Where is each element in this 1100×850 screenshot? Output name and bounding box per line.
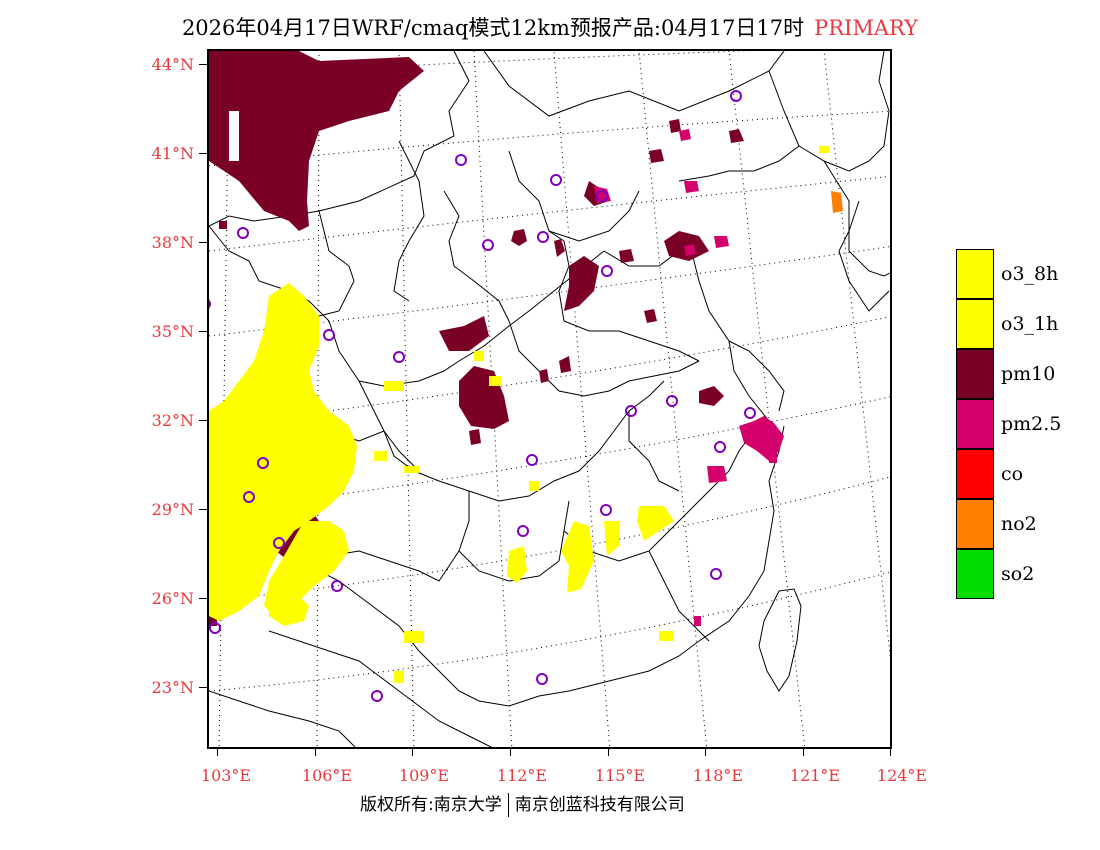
no2-field (831, 191, 843, 213)
lon-label: 112°E (496, 766, 548, 785)
footer-left: 版权所有:南京大学 (360, 795, 502, 815)
footer-separator (507, 793, 509, 817)
legend-item-no2: no2 (956, 499, 1096, 549)
lat-tick (199, 598, 207, 599)
legend-item-o3-1h: o3_1h (956, 299, 1096, 349)
copyright-footer: 版权所有:南京大学 南京创蓝科技有限公司 (360, 790, 685, 817)
map-canvas (209, 51, 890, 747)
legend-swatch (956, 549, 994, 599)
legend-label: pm10 (1001, 363, 1056, 385)
legend-item-o3-8h: o3_8h (956, 249, 1096, 299)
lat-tick (199, 242, 207, 243)
lat-label: 32°N (151, 411, 194, 430)
legend-label: no2 (1001, 513, 1037, 535)
lon-label: 103°E (200, 766, 252, 785)
lat-label: 35°N (151, 322, 194, 341)
lat-label: 38°N (151, 233, 194, 252)
legend-swatch (956, 449, 994, 499)
lat-tick (199, 153, 207, 154)
station-markers (209, 90, 756, 702)
lon-tick (315, 749, 316, 756)
lat-label: 23°N (151, 678, 194, 697)
lat-tick (199, 64, 207, 65)
lon-tick (705, 749, 706, 756)
lat-tick (199, 420, 207, 421)
legend-label: pm2.5 (1001, 413, 1062, 435)
lon-tick (608, 749, 609, 756)
legend-item-so2: so2 (956, 549, 1096, 599)
title-primary-tag: PRIMARY (814, 16, 919, 40)
lat-label: 44°N (151, 55, 194, 74)
lon-label: 118°E (692, 766, 744, 785)
map-area[interactable] (207, 49, 892, 749)
legend-item-pm25: pm2.5 (956, 399, 1096, 449)
title-main: 2026年04月17日WRF/cmaq模式12km预报产品:04月17日17时 (181, 16, 805, 40)
legend-swatch (956, 299, 994, 349)
lat-label: 29°N (151, 500, 194, 519)
map-title: 2026年04月17日WRF/cmaq模式12km预报产品:04月17日17时 P… (0, 12, 1100, 42)
lat-label: 41°N (151, 144, 194, 163)
pm25-field (594, 129, 784, 626)
lon-label: 109°E (398, 766, 450, 785)
footer-right: 南京创蓝科技有限公司 (514, 795, 685, 815)
legend-swatch (956, 249, 994, 299)
legend-label: co (1001, 463, 1024, 485)
legend-label: o3_1h (1001, 313, 1059, 335)
legend-swatch (956, 399, 994, 449)
lon-label: 106°E (301, 766, 353, 785)
lon-label: 124°E (876, 766, 928, 785)
lon-label: 115°E (594, 766, 646, 785)
lon-tick (890, 749, 891, 756)
boundaries (209, 51, 890, 747)
lat-tick (199, 331, 207, 332)
lon-tick (412, 749, 413, 756)
legend-label: so2 (1001, 563, 1035, 585)
legend-item-co: co (956, 449, 1096, 499)
lat-label: 26°N (151, 589, 194, 608)
lat-tick (199, 687, 207, 688)
legend-swatch (956, 349, 994, 399)
lon-tick (510, 749, 511, 756)
legend-label: o3_8h (1001, 263, 1059, 285)
lon-tick (803, 749, 804, 756)
lon-tick (217, 749, 218, 756)
legend-swatch (956, 499, 994, 549)
legend-item-pm10: pm10 (956, 349, 1096, 399)
o3-field (209, 146, 829, 683)
lon-label: 121°E (789, 766, 841, 785)
lat-tick (199, 509, 207, 510)
